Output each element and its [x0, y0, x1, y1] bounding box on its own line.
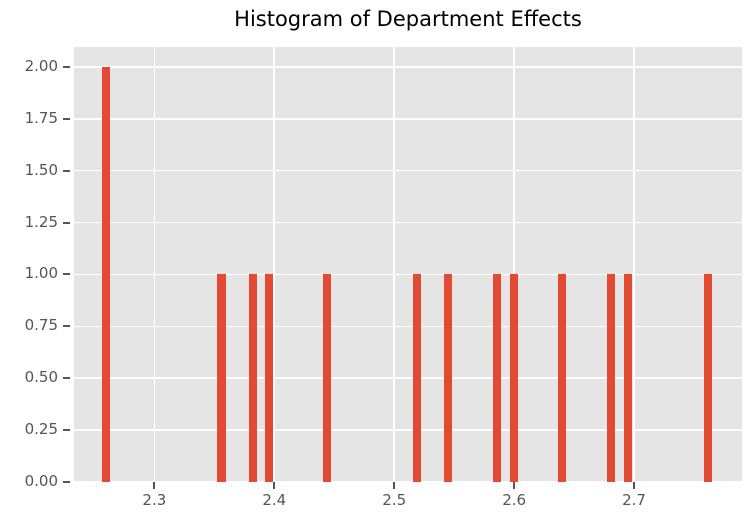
y-tick-label: 1.00 — [24, 264, 58, 283]
y-tick-label: 0.00 — [24, 472, 58, 490]
y-tick-mark — [63, 221, 70, 224]
y-tick-mark — [63, 325, 70, 328]
histogram-bar — [323, 274, 332, 482]
y-gridline — [74, 429, 742, 431]
x-tick-mark — [153, 482, 156, 489]
y-tick-label: 0.25 — [24, 420, 58, 439]
y-tick-label: 0.50 — [24, 368, 58, 387]
y-tick-label: 1.75 — [24, 108, 58, 127]
x-tick-mark — [393, 482, 396, 489]
y-tick-label: 1.25 — [24, 212, 58, 231]
y-gridline — [74, 377, 742, 380]
y-gridline — [74, 221, 742, 224]
y-tick-label: 1.50 — [24, 160, 58, 179]
y-gridline — [74, 118, 742, 120]
x-gridline — [513, 47, 515, 482]
histogram-bar — [248, 274, 257, 482]
y-tick-mark — [63, 481, 70, 483]
histogram-bar — [217, 274, 226, 482]
y-gridline — [74, 481, 742, 483]
histogram-bar — [704, 274, 713, 482]
y-tick-mark — [63, 117, 70, 120]
chart-title: Histogram of Department Effects — [234, 7, 582, 31]
histogram-bar — [624, 274, 633, 482]
histogram-bar — [265, 274, 274, 482]
histogram-bar — [102, 66, 111, 482]
y-tick-mark — [63, 429, 70, 432]
y-gridline — [74, 66, 742, 68]
histogram-bar — [607, 274, 616, 482]
x-tick-label: 2.3 — [142, 491, 167, 509]
histogram-bar — [558, 274, 567, 482]
x-tick-mark — [513, 482, 516, 489]
plot-area — [74, 47, 742, 483]
histogram-bar — [412, 274, 421, 482]
x-tick-label: 2.6 — [502, 491, 527, 509]
x-tick-label: 2.7 — [622, 491, 646, 509]
x-gridline — [633, 47, 635, 482]
histogram-bar — [444, 274, 453, 482]
y-tick-mark — [63, 273, 70, 276]
x-tick-label: 2.4 — [262, 491, 287, 509]
y-gridline — [74, 325, 742, 328]
x-gridline — [153, 47, 156, 482]
y-tick-label: 2.00 — [24, 56, 58, 75]
y-tick-mark — [63, 377, 70, 380]
x-gridline — [273, 47, 276, 482]
x-tick-label: 2.5 — [382, 491, 407, 509]
y-tick-label: 0.75 — [24, 316, 58, 335]
y-tick-mark — [63, 169, 70, 172]
x-tick-mark — [633, 482, 636, 489]
y-gridline — [74, 273, 742, 276]
x-gridline — [393, 47, 395, 482]
histogram-bar — [510, 274, 519, 482]
histogram-bar — [493, 274, 502, 482]
y-gridline — [74, 169, 742, 172]
y-tick-mark — [63, 65, 70, 68]
x-tick-mark — [273, 482, 276, 489]
